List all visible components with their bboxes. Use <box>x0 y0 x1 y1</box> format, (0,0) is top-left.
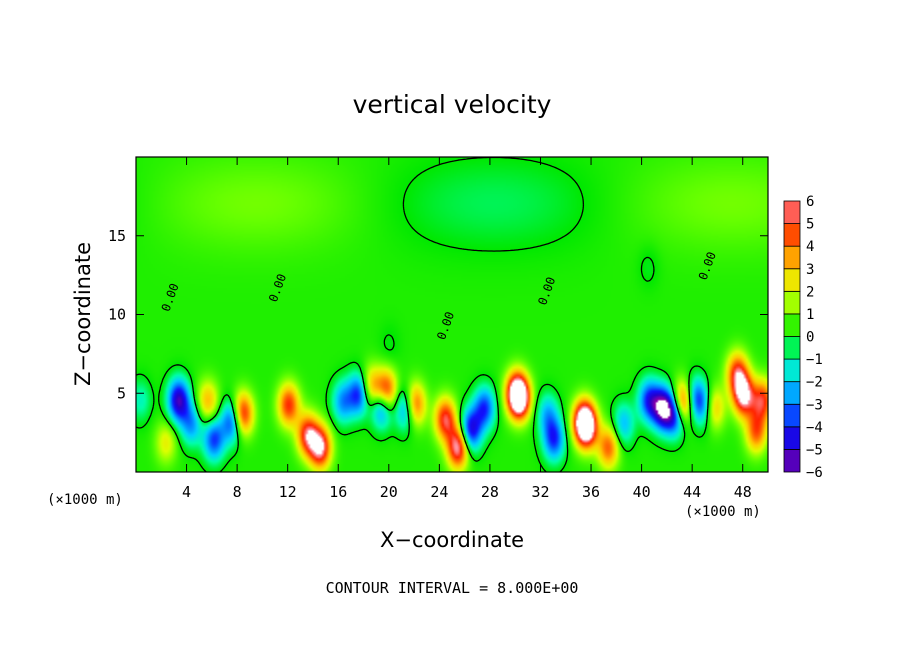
x-tick-label: 24 <box>430 483 448 501</box>
x-unit-left: (×1000 m) <box>47 492 123 508</box>
x-axis-ticks: 4 8 12 16 20 24 28 32 36 40 44 48 <box>182 157 752 501</box>
colorbar-label: 5 <box>806 217 814 233</box>
colorbar-label: 0 <box>806 330 814 346</box>
zero-contour-lines <box>135 156 710 473</box>
heatmap-field <box>136 157 768 472</box>
y-axis-ticks: 5 10 15 <box>108 227 768 402</box>
x-tick-label: 28 <box>481 483 499 501</box>
colorbar-swatch <box>783 381 801 405</box>
contour-zero-path <box>135 156 710 473</box>
x-tick-label: 20 <box>380 483 398 501</box>
x-tick-label: 4 <box>182 483 191 501</box>
y-tick-label: 10 <box>108 306 126 324</box>
x-tick-label: 40 <box>633 483 651 501</box>
colorbar-swatch <box>783 403 801 428</box>
colorbar-swatch <box>783 223 801 247</box>
colorbar-swatch <box>783 200 801 224</box>
colorbar-swatch <box>783 358 801 383</box>
y-tick-label: 15 <box>108 227 126 245</box>
chart-title: vertical velocity <box>353 90 552 119</box>
colorbar-label: −1 <box>806 352 823 368</box>
colorbar-label: −2 <box>806 375 823 391</box>
x-unit-right: (×1000 m) <box>685 504 761 520</box>
colorbar-swatch <box>783 268 801 292</box>
colorbar-swatch <box>783 290 801 315</box>
colorbar: −6 −5 −4 −3 −2 −1 0 1 2 3 4 5 6 <box>783 194 823 481</box>
contour-interval-annotation: CONTOUR INTERVAL = 8.000E+00 <box>326 579 579 597</box>
colorbar-swatch <box>783 449 801 473</box>
colorbar-swatch <box>783 426 801 450</box>
x-axis-label: X−coordinate <box>380 528 524 552</box>
colorbar-label: 4 <box>806 239 814 255</box>
colorbar-label: −4 <box>806 420 823 436</box>
x-tick-label: 44 <box>683 483 701 501</box>
colorbar-label: −6 <box>806 465 823 481</box>
y-axis-label: Z−coordinate <box>71 242 95 386</box>
colorbar-label: −3 <box>806 397 823 413</box>
x-tick-label: 48 <box>734 483 752 501</box>
colorbar-label: 6 <box>806 194 814 210</box>
colorbar-label: −5 <box>806 442 823 458</box>
colorbar-label: 2 <box>806 284 814 300</box>
x-tick-label: 8 <box>233 483 242 501</box>
x-tick-label: 16 <box>329 483 347 501</box>
y-tick-label: 5 <box>117 384 126 402</box>
colorbar-swatch <box>783 313 801 337</box>
x-tick-label: 32 <box>531 483 549 501</box>
colorbar-label: 1 <box>806 307 814 323</box>
colorbar-swatch <box>783 336 801 360</box>
x-tick-label: 36 <box>582 483 600 501</box>
x-tick-label: 12 <box>279 483 297 501</box>
colorbar-swatch <box>783 245 801 270</box>
colorbar-label: 3 <box>806 262 814 278</box>
